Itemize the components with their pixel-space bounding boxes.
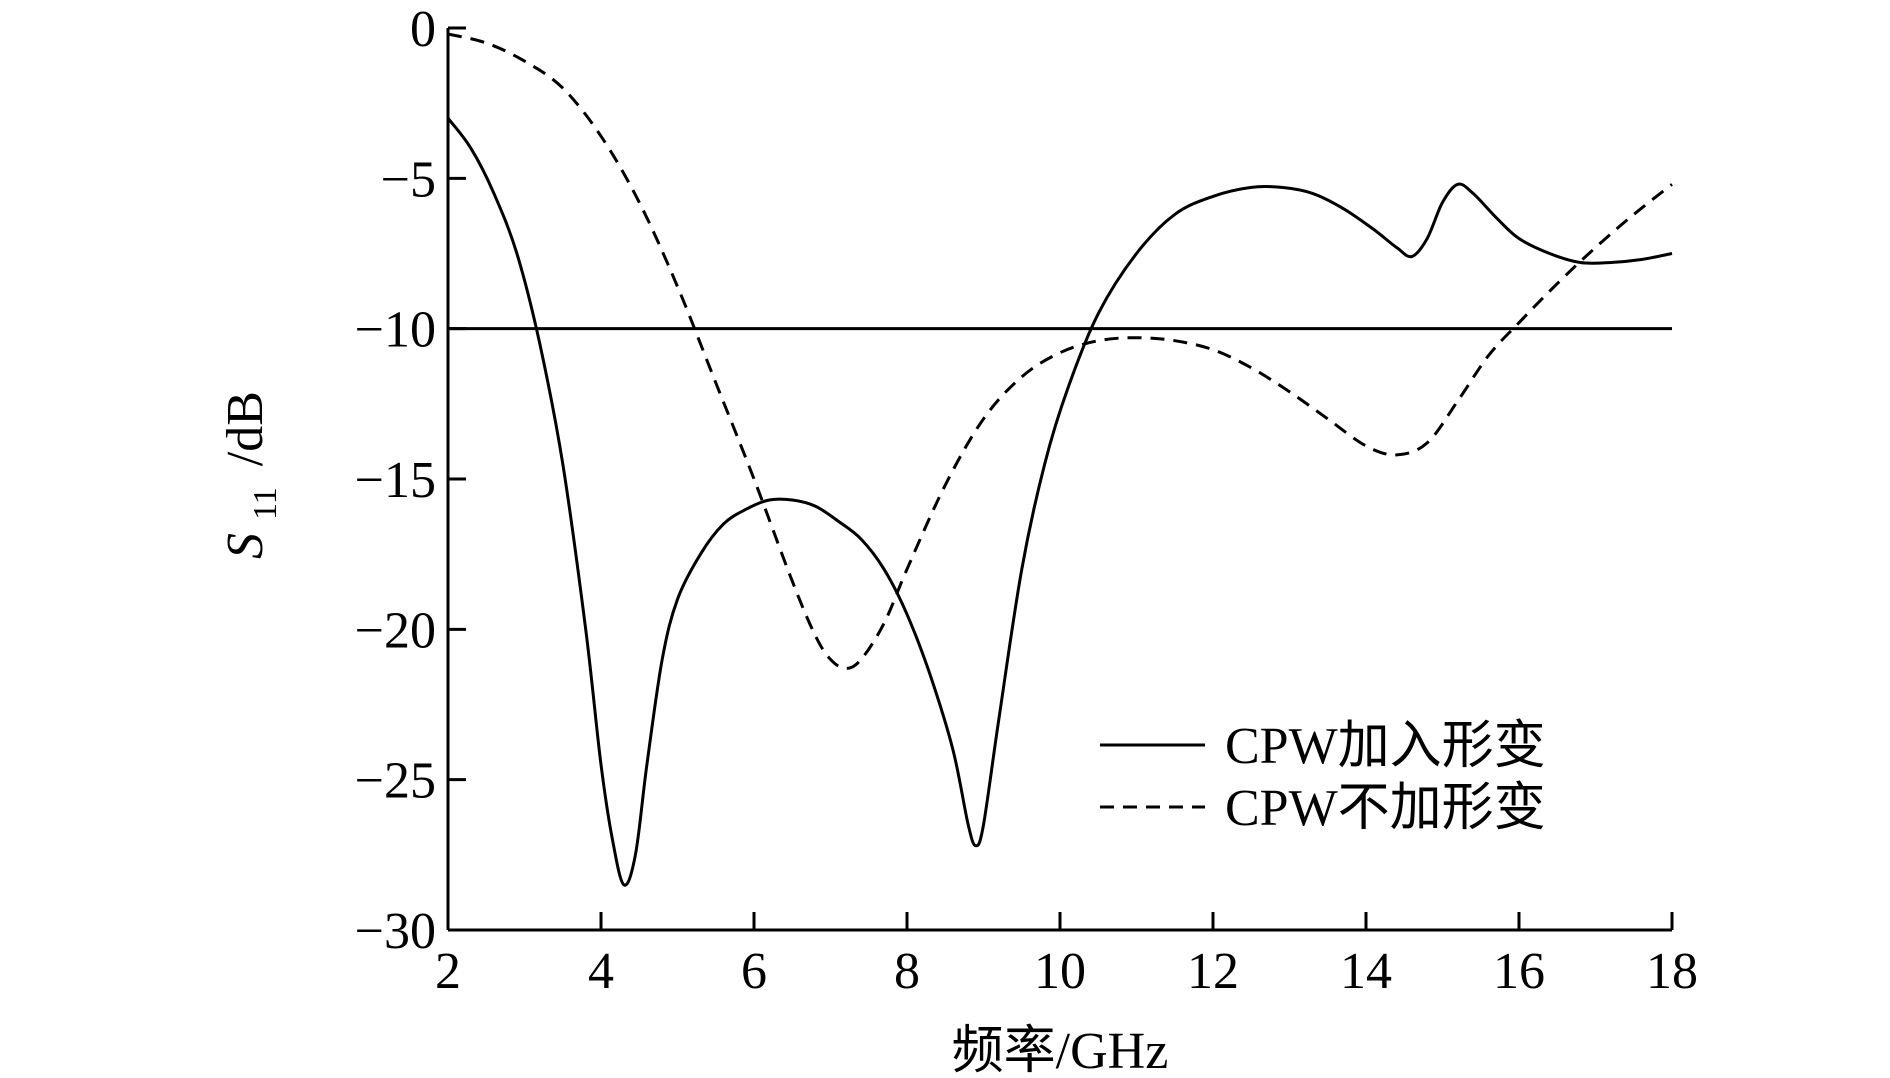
y-axis-label-symbol: S	[217, 533, 274, 559]
x-tick-label: 4	[588, 943, 614, 1000]
y-tick-label: 0	[410, 1, 436, 58]
x-tick-label: 16	[1493, 943, 1545, 1000]
y-tick-label: −30	[355, 903, 436, 960]
x-tick-label: 10	[1034, 943, 1086, 1000]
y-axis-label-subscript: 11	[247, 487, 284, 520]
x-tick-label: 14	[1340, 943, 1392, 1000]
y-tick-label: −20	[355, 602, 436, 659]
series-line-1	[446, 117, 1673, 887]
y-axis-label: S 11 /dB	[217, 391, 288, 559]
series-line-2	[447, 32, 1673, 670]
y-tick-label: −10	[355, 302, 436, 359]
x-tick-label: 12	[1187, 943, 1239, 1000]
x-tick-label: 18	[1646, 943, 1698, 1000]
legend-label-1: CPW加入形变	[1225, 718, 1546, 775]
x-tick-label: 2	[435, 943, 461, 1000]
y-axis-label-unit: /dB	[217, 391, 274, 466]
x-axis-label: 频率/GHz	[952, 1023, 1169, 1078]
y-tick-label: −5	[381, 151, 436, 208]
series-group	[446, 32, 1673, 887]
x-tick-label: 6	[741, 943, 767, 1000]
x-tick-label: 8	[894, 943, 920, 1000]
y-tick-label: −15	[355, 452, 436, 509]
ticks: 2 4 6 8 10 12 14 16 18 0 −5 −10 −15 −20 −25 −30	[355, 1, 1698, 1000]
y-tick-label: −25	[355, 753, 436, 810]
legend-label-2: CPW不加形变	[1225, 780, 1546, 837]
